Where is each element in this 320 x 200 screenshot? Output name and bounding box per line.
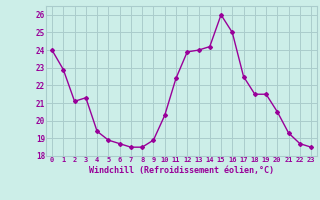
X-axis label: Windchill (Refroidissement éolien,°C): Windchill (Refroidissement éolien,°C)	[89, 166, 274, 175]
